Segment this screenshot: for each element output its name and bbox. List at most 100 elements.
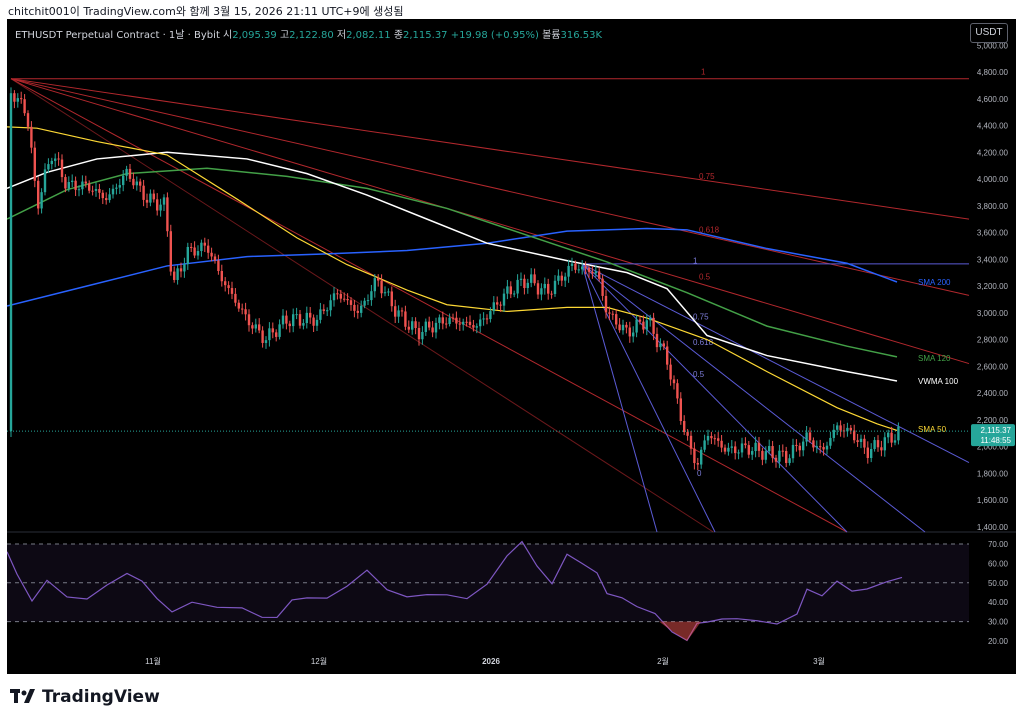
candle-body [26,113,30,127]
candle-body [499,304,502,306]
candle-body [740,443,744,453]
sma50-label: SMA 50 [918,425,947,434]
fib-fan-line-red [10,78,970,365]
candles-group [9,87,900,471]
candle-body [642,321,645,330]
candle-body [152,193,155,200]
chart-frame[interactable]: 5,000.00 4,800.00 4,600.00 4,400.00 4,200.00… [7,19,1016,674]
currency-button[interactable]: USDT [970,23,1008,43]
candle-body [604,295,608,313]
candle-body [761,450,764,460]
candle-body [591,271,594,274]
candle-body [118,185,121,188]
rsi-axis-label: 70.00 [988,540,1009,549]
candle-body [516,279,519,294]
candle-body [281,315,285,325]
price-axis-label: 2,800.00 [977,336,1009,345]
candle-body [727,447,730,452]
fib-fan-line-purple [581,263,716,533]
price-axis-label: 2,600.00 [977,362,1009,371]
rsi-line [7,540,903,642]
candle-body [880,447,883,451]
time-axis-label: 2월 [657,656,669,666]
candle-body [326,310,329,312]
price-axis-label: 2,200.00 [977,416,1009,425]
fib-label-red: 1 [701,68,706,77]
candle-body [468,321,472,326]
fib-label-red: 0.618 [699,226,720,235]
volume-label: 볼륨 [542,30,561,41]
symbol-title[interactable]: ETHUSDT Perpetual Contract · 1날 · Bybit [15,30,220,41]
candle-body [142,185,145,200]
candle-body [870,448,873,458]
candle-body [710,435,713,439]
candle-body [632,332,635,337]
candle-body [465,321,468,323]
candle-body [683,421,686,433]
fib-fan-line-red [10,78,714,533]
rsi-oversold-fill [659,621,701,641]
candle-body [407,326,410,330]
candle-body [247,314,251,326]
price-axis-label: 2,400.00 [977,389,1009,398]
candle-body [414,321,417,329]
candle-body [581,266,584,270]
last-price-tag [971,424,1015,447]
candle-body [190,246,193,248]
time-axis-label: 3월 [813,656,825,666]
candle-body [54,158,57,161]
candle-body [275,332,278,337]
candle-body [802,441,805,451]
price-axis-label: 4,600.00 [977,95,1009,104]
candle-body [23,99,26,114]
candle-body [363,300,366,306]
candle-body [434,322,438,333]
time-axis-label: 11월 [145,656,161,666]
candle-body [621,324,625,331]
candle-body [424,321,427,332]
candle-body [717,438,720,441]
sma120-line [7,167,898,358]
price-axis-label: 1,400.00 [977,523,1009,532]
candle-body [737,452,740,454]
candle-body [489,311,492,320]
candle-body [611,313,614,315]
candle-body [536,283,540,295]
candle-body [679,398,682,422]
candle-body [598,271,601,279]
price-axis-label: 4,000.00 [977,175,1009,184]
candle-body [893,440,897,443]
candle-body [417,328,421,340]
candle-body [67,182,70,189]
candle-body [618,324,621,331]
candle-body [16,98,19,102]
fib-label-red: 0.5 [699,272,711,281]
price-chart[interactable]: 5,000.00 4,800.00 4,600.00 4,400.00 4,200.00… [7,19,1016,674]
high-label: 고 [279,30,290,41]
candle-body [145,199,149,203]
candle-body [162,197,166,205]
candle-body [125,168,128,176]
candle-body [897,426,900,441]
candle-body [564,276,567,281]
candle-body [186,246,189,265]
candle-body [788,458,791,463]
price-axis-label: 3,200.00 [977,282,1009,291]
candle-body [655,333,659,348]
candle-body [570,263,574,266]
candle-body [108,194,111,201]
candle-body [513,293,516,295]
fib-label-red: 0.75 [699,172,715,181]
change-value: +19.98 (+0.95%) [450,30,539,41]
candle-body [883,437,886,451]
candle-body [649,317,652,321]
candle-body [445,323,448,325]
candle-body [312,317,315,326]
candle-body [567,265,570,277]
candle-body [645,320,648,330]
candle-body [244,309,247,315]
candle-body [383,292,387,294]
price-axis-label: 3,400.00 [977,255,1009,264]
open-label: 시 [223,30,233,41]
candle-body [421,331,424,340]
